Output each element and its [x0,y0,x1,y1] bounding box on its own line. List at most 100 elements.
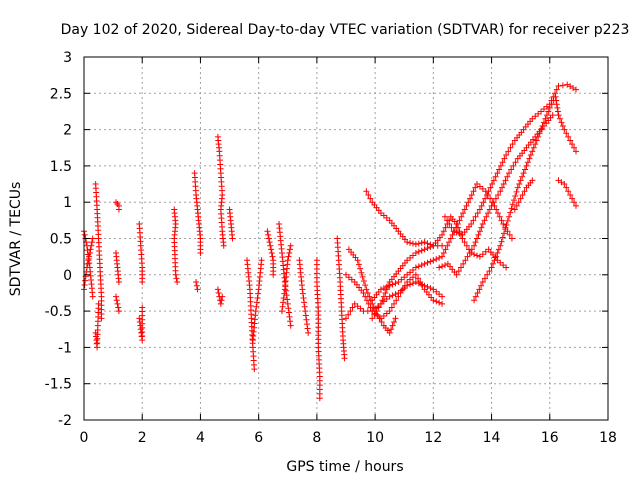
data-point [567,191,574,198]
data-point [270,271,277,278]
data-point [299,290,306,297]
data-point [436,299,443,306]
data-point [370,304,377,311]
data-point [502,177,509,184]
data-point [497,242,504,249]
data-point [369,315,376,322]
data-point [355,261,362,268]
data-point [493,206,500,213]
data-point [555,112,562,119]
data-point [84,260,91,267]
data-point [442,246,449,253]
data-point [439,263,446,270]
data-point [412,241,419,248]
data-point [284,296,291,303]
data-point [553,97,560,104]
data-point [83,264,90,271]
data-point [490,177,497,184]
data-point [378,318,385,325]
data-point [455,224,462,231]
data-point [548,101,555,108]
data-point [427,243,434,250]
data-point [386,308,393,315]
data-point [363,286,370,293]
data-point [461,239,468,246]
data-point [463,242,470,249]
data-point [503,152,510,159]
data-point [98,315,105,322]
data-point [87,246,94,253]
data-point [433,298,440,305]
data-point [386,293,393,300]
data-point [506,231,513,238]
data-point [217,300,224,307]
data-point [523,162,530,169]
data-point [508,205,515,212]
data-point [382,289,389,296]
data-point [471,297,478,304]
data-point [546,104,553,111]
data-point [511,206,518,213]
data-point [512,192,519,199]
data-point [529,177,536,184]
data-point [472,184,479,191]
data-point [349,304,356,311]
data-point [391,318,398,325]
data-point [215,289,222,296]
data-point [397,289,404,296]
data-point [492,173,499,180]
data-point [280,295,287,302]
data-point [513,202,520,209]
data-point [485,188,492,195]
data-point [268,250,275,257]
data-point [253,299,260,306]
y-tick-label: 2 [63,123,72,139]
data-point [305,329,312,336]
data-point [139,279,146,286]
data-point [499,159,506,166]
data-point [373,308,380,315]
data-point [519,191,526,198]
data-point [113,293,120,300]
data-point [343,315,349,322]
data-point [303,321,310,328]
data-point [424,259,431,266]
data-point [364,289,371,296]
data-point [418,247,425,254]
data-point [360,278,367,285]
data-point [448,224,455,231]
data-point [503,222,510,229]
data-point [81,231,88,238]
data-point [316,395,323,402]
data-point [554,108,561,115]
data-point [363,188,370,195]
data-point [468,246,475,253]
data-point [543,112,550,119]
y-tick-label: -1 [58,340,72,356]
data-point [115,206,122,213]
data-point [516,181,523,188]
x-tick-label: 18 [599,430,617,446]
data-point [539,122,546,129]
data-point [229,235,236,242]
data-point [496,213,503,220]
data-point [88,242,95,249]
data-point [468,220,475,227]
data-point [285,253,292,260]
data-point [513,188,520,195]
data-point [444,217,451,224]
data-point [268,246,275,253]
data-point [388,304,395,311]
data-point [483,213,490,220]
y-tick-label: 3 [63,50,72,66]
data-point [345,311,352,318]
data-point [301,303,308,310]
data-point [460,260,467,267]
data-point [286,313,293,320]
data-point [500,181,507,188]
data-point [444,242,451,249]
data-point [533,137,540,144]
data-point [461,206,468,213]
data-point [139,304,146,311]
